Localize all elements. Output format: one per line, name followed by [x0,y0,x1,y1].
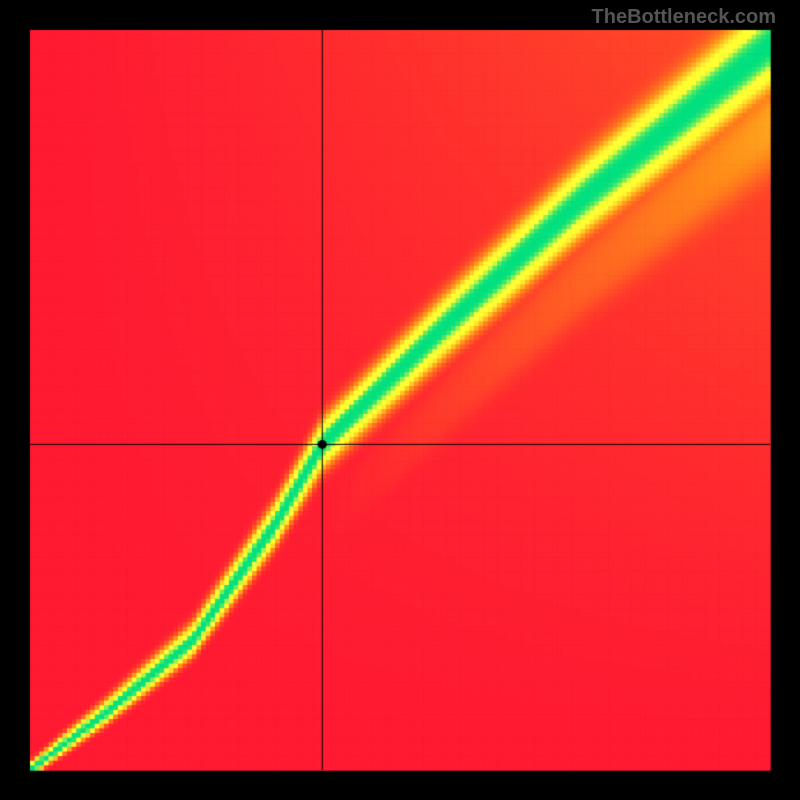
bottleneck-heatmap-canvas [0,0,800,800]
watermark-text: TheBottleneck.com [592,6,776,29]
chart-container: TheBottleneck.com [0,0,800,800]
